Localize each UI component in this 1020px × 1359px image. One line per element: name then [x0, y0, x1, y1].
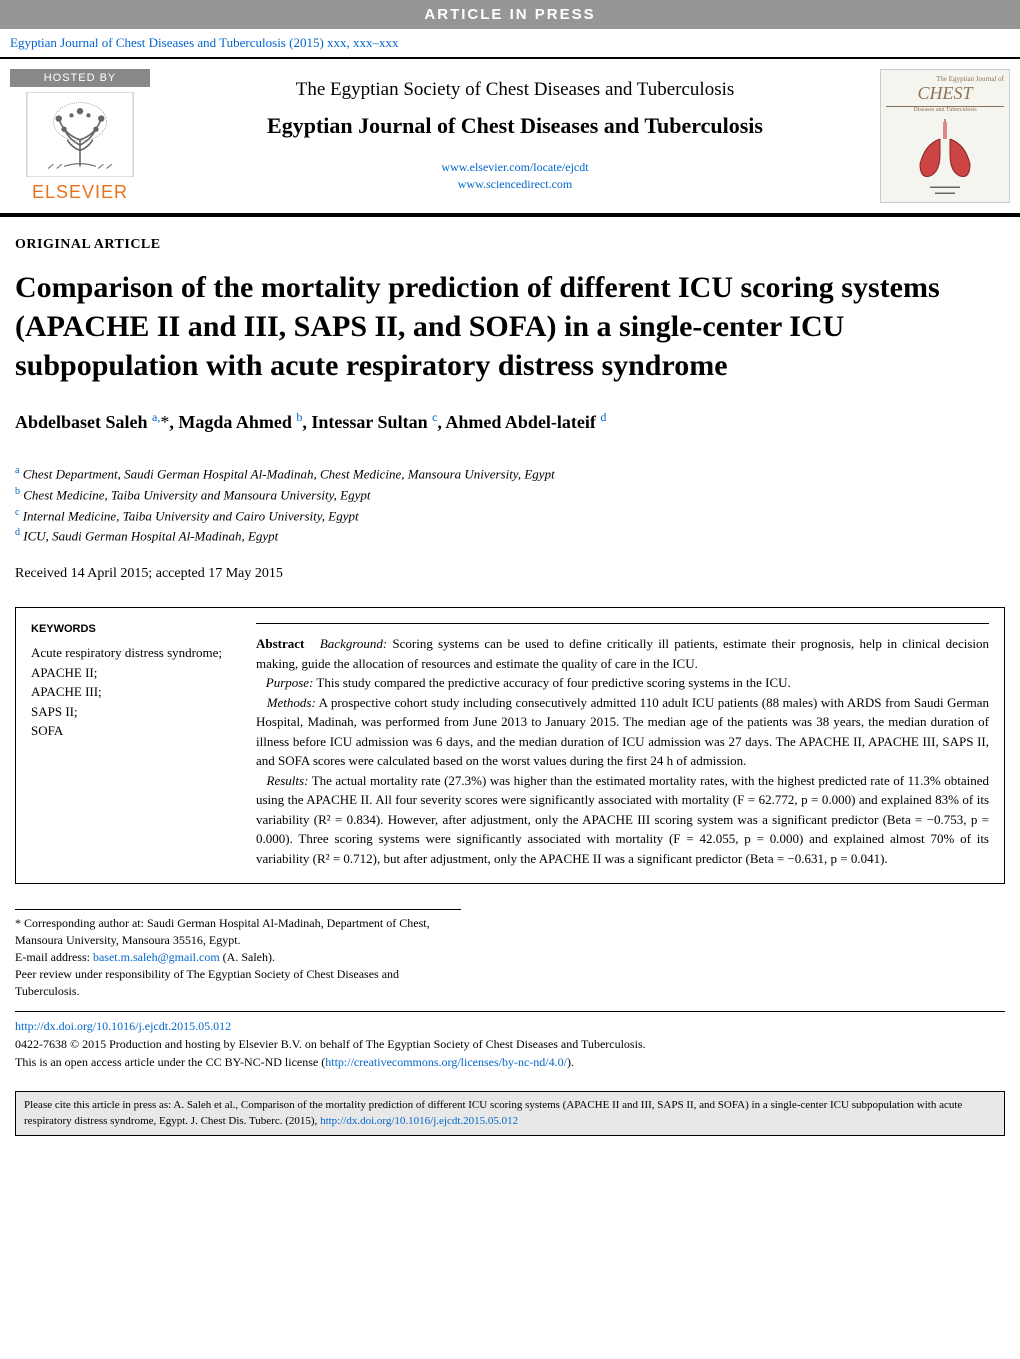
hosted-by-label: HOSTED BY [10, 69, 150, 87]
affiliations-list: a Chest Department, Saudi German Hospita… [15, 463, 1005, 546]
results-label: Results: [267, 773, 309, 788]
journal-title-block: The Egyptian Society of Chest Diseases a… [165, 69, 865, 203]
abstract-box: KEYWORDS Acute respiratory distress synd… [15, 607, 1005, 884]
affiliation-a: a Chest Department, Saudi German Hospita… [15, 463, 1005, 484]
journal-link-1[interactable]: www.elsevier.com/locate/ejcdt [185, 159, 845, 176]
corr-text: Corresponding author at: Saudi German Ho… [15, 916, 430, 947]
purpose-label: Purpose: [266, 675, 314, 690]
background-label: Background: [320, 636, 387, 651]
article-content: ORIGINAL ARTICLE Comparison of the morta… [0, 217, 1020, 1081]
license-link[interactable]: http://creativecommons.org/licenses/by-n… [325, 1055, 567, 1069]
citation-box: Please cite this article in press as: A.… [15, 1091, 1005, 1136]
email-label: E-mail address: [15, 950, 93, 964]
article-type-label: ORIGINAL ARTICLE [15, 237, 1005, 253]
affiliation-b: b Chest Medicine, Taiba University and M… [15, 484, 1005, 505]
email-link[interactable]: baset.m.saleh@gmail.com [93, 950, 220, 964]
author-4-aff[interactable]: d [600, 410, 606, 424]
cover-footer: ▬▬▬▬▬▬▬▬▬▬ [930, 185, 960, 197]
affiliation-c: c Internal Medicine, Taiba University an… [15, 505, 1005, 526]
publisher-block: HOSTED BY ELSEVIER [10, 69, 150, 203]
article-dates: Received 14 April 2015; accepted 17 May … [15, 566, 1005, 582]
society-name: The Egyptian Society of Chest Diseases a… [185, 79, 845, 101]
elsevier-logo-text: ELSEVIER [10, 182, 150, 203]
doi-link[interactable]: http://dx.doi.org/10.1016/j.ejcdt.2015.0… [15, 1019, 231, 1033]
article-title: Comparison of the mortality prediction o… [15, 268, 1005, 385]
license-post: ). [567, 1055, 574, 1069]
purpose-text: This study compared the predictive accur… [313, 675, 790, 690]
keywords-column: KEYWORDS Acute respiratory distress synd… [31, 623, 231, 868]
citation-link[interactable]: http://dx.doi.org/10.1016/j.ejcdt.2015.0… [320, 1115, 518, 1127]
article-in-press-banner: ARTICLE IN PRESS [0, 0, 1020, 29]
peer-review-text: Peer review under responsibility of The … [15, 967, 399, 998]
license-pre: This is an open access article under the… [15, 1055, 325, 1069]
journal-links: www.elsevier.com/locate/ejcdt www.scienc… [185, 159, 845, 193]
corr-star: * [15, 916, 24, 930]
issn-text: 0422-7638 © 2015 Production and hosting … [15, 1037, 646, 1051]
elsevier-tree-logo [10, 87, 150, 182]
doi-block: http://dx.doi.org/10.1016/j.ejcdt.2015.0… [15, 1011, 1005, 1071]
keywords-list: Acute respiratory distress syndrome; APA… [31, 643, 231, 741]
methods-label: Methods: [267, 695, 316, 710]
abstract-text: Abstract Background: Scoring systems can… [256, 623, 989, 868]
lungs-icon [905, 113, 985, 185]
footnotes-block: * Corresponding author at: Saudi German … [15, 909, 461, 999]
authors-list: Abdelbaset Saleh a,*, Magda Ahmed b, Int… [15, 410, 1005, 433]
journal-header: HOSTED BY ELSEVIER The Egyptian Society … [0, 57, 1020, 217]
affiliation-d: d ICU, Saudi German Hospital Al-Madinah,… [15, 525, 1005, 546]
journal-reference: Egyptian Journal of Chest Diseases and T… [0, 29, 1020, 57]
author-3: , Intessar Sultan [302, 412, 432, 432]
author-1: Abdelbaset Saleh [15, 412, 152, 432]
results-text: The actual mortality rate (27.3%) was hi… [256, 773, 989, 866]
journal-link-2[interactable]: www.sciencedirect.com [185, 176, 845, 193]
author-2: , Magda Ahmed [169, 412, 296, 432]
keywords-heading: KEYWORDS [31, 623, 231, 635]
email-suffix: (A. Saleh). [220, 950, 275, 964]
journal-cover: The Egyptian Journal of CHEST Diseases a… [880, 69, 1010, 203]
author-4: , Ahmed Abdel-lateif [437, 412, 600, 432]
cover-subtitle: The Egyptian Journal of [886, 75, 1004, 83]
cover-title: CHEST [886, 83, 1004, 107]
journal-name: Egyptian Journal of Chest Diseases and T… [185, 113, 845, 139]
methods-text: A prospective cohort study including con… [256, 695, 989, 769]
corresponding-star[interactable]: * [160, 412, 169, 432]
abstract-label: Abstract [256, 636, 304, 651]
